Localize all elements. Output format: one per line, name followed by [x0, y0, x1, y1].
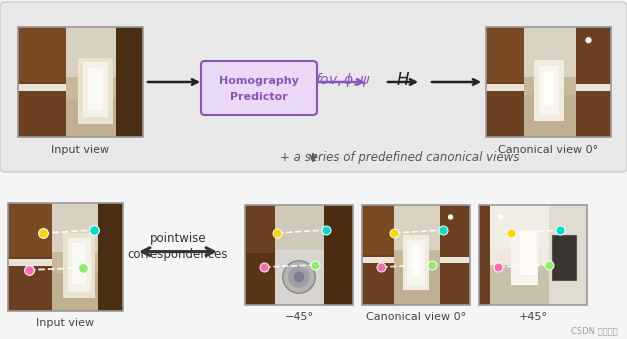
Bar — [88, 68, 103, 109]
Bar — [552, 235, 576, 280]
Circle shape — [448, 214, 453, 220]
Text: $fov,\phi,\psi$: $fov,\phi,\psi$ — [315, 71, 371, 89]
FancyBboxPatch shape — [0, 2, 627, 172]
Circle shape — [498, 214, 503, 220]
Bar — [362, 205, 394, 305]
Bar — [65, 99, 115, 137]
Bar — [245, 205, 353, 305]
Bar — [8, 203, 123, 311]
Circle shape — [283, 261, 315, 293]
Circle shape — [586, 37, 592, 43]
Bar — [18, 27, 143, 137]
Bar — [490, 205, 549, 250]
Bar — [18, 27, 65, 82]
Bar — [512, 230, 539, 285]
Bar — [479, 205, 587, 305]
Bar — [576, 27, 611, 137]
Text: Predictor: Predictor — [230, 92, 288, 102]
Bar — [63, 233, 95, 298]
Circle shape — [293, 272, 304, 282]
Bar — [412, 245, 420, 277]
Text: Input view: Input view — [51, 145, 110, 155]
Text: pointwise: pointwise — [150, 232, 206, 245]
Text: Homography: Homography — [219, 76, 299, 86]
Bar — [534, 60, 564, 120]
Bar — [486, 27, 524, 137]
Bar — [362, 257, 394, 263]
Bar — [65, 27, 143, 77]
FancyBboxPatch shape — [201, 61, 317, 115]
Circle shape — [288, 266, 310, 288]
Bar — [68, 238, 91, 292]
Bar — [72, 243, 86, 284]
Bar — [245, 205, 275, 305]
Text: −45°: −45° — [285, 312, 314, 322]
Bar — [78, 58, 113, 124]
Bar — [83, 62, 108, 117]
Bar — [524, 27, 576, 77]
Bar — [18, 84, 65, 91]
Bar — [245, 205, 275, 253]
Bar — [51, 273, 98, 311]
Bar — [362, 205, 470, 305]
Bar — [486, 27, 611, 137]
Bar — [275, 250, 324, 305]
Bar — [18, 27, 65, 137]
Bar — [544, 71, 554, 106]
Bar — [362, 205, 394, 255]
Bar — [479, 205, 490, 305]
Bar — [549, 205, 587, 305]
Bar — [8, 203, 51, 311]
Bar — [490, 267, 549, 305]
Text: CSDN 程炜仙君: CSDN 程炜仙君 — [571, 326, 618, 335]
Bar — [486, 27, 524, 82]
Bar — [115, 27, 143, 137]
Text: + a series of predefined canonical views: + a series of predefined canonical views — [280, 152, 520, 164]
Bar — [275, 205, 324, 250]
Bar — [98, 203, 123, 311]
Bar — [440, 205, 470, 305]
Bar — [520, 233, 536, 275]
Bar — [576, 84, 611, 91]
Bar — [524, 95, 576, 137]
Bar — [479, 205, 587, 305]
Bar — [18, 27, 143, 137]
Bar — [486, 27, 611, 137]
Bar — [245, 205, 353, 305]
Bar — [403, 235, 429, 290]
Text: Canonical view 0°: Canonical view 0° — [366, 312, 466, 322]
Bar — [8, 203, 51, 257]
Bar — [324, 205, 353, 305]
Bar — [394, 205, 440, 250]
Bar — [486, 84, 524, 91]
Text: Input view: Input view — [36, 318, 95, 328]
Text: Canonical view 0°: Canonical view 0° — [498, 145, 599, 155]
Bar — [8, 259, 51, 266]
Bar — [490, 205, 549, 265]
Bar — [362, 205, 470, 305]
Text: $H$: $H$ — [396, 71, 410, 89]
Text: correspondences: correspondences — [128, 248, 228, 261]
Bar — [394, 267, 440, 305]
Bar — [408, 240, 424, 285]
Text: +45°: +45° — [519, 312, 547, 322]
Bar — [8, 203, 123, 311]
Bar — [539, 65, 559, 115]
Bar — [51, 203, 123, 252]
Bar — [440, 257, 470, 263]
